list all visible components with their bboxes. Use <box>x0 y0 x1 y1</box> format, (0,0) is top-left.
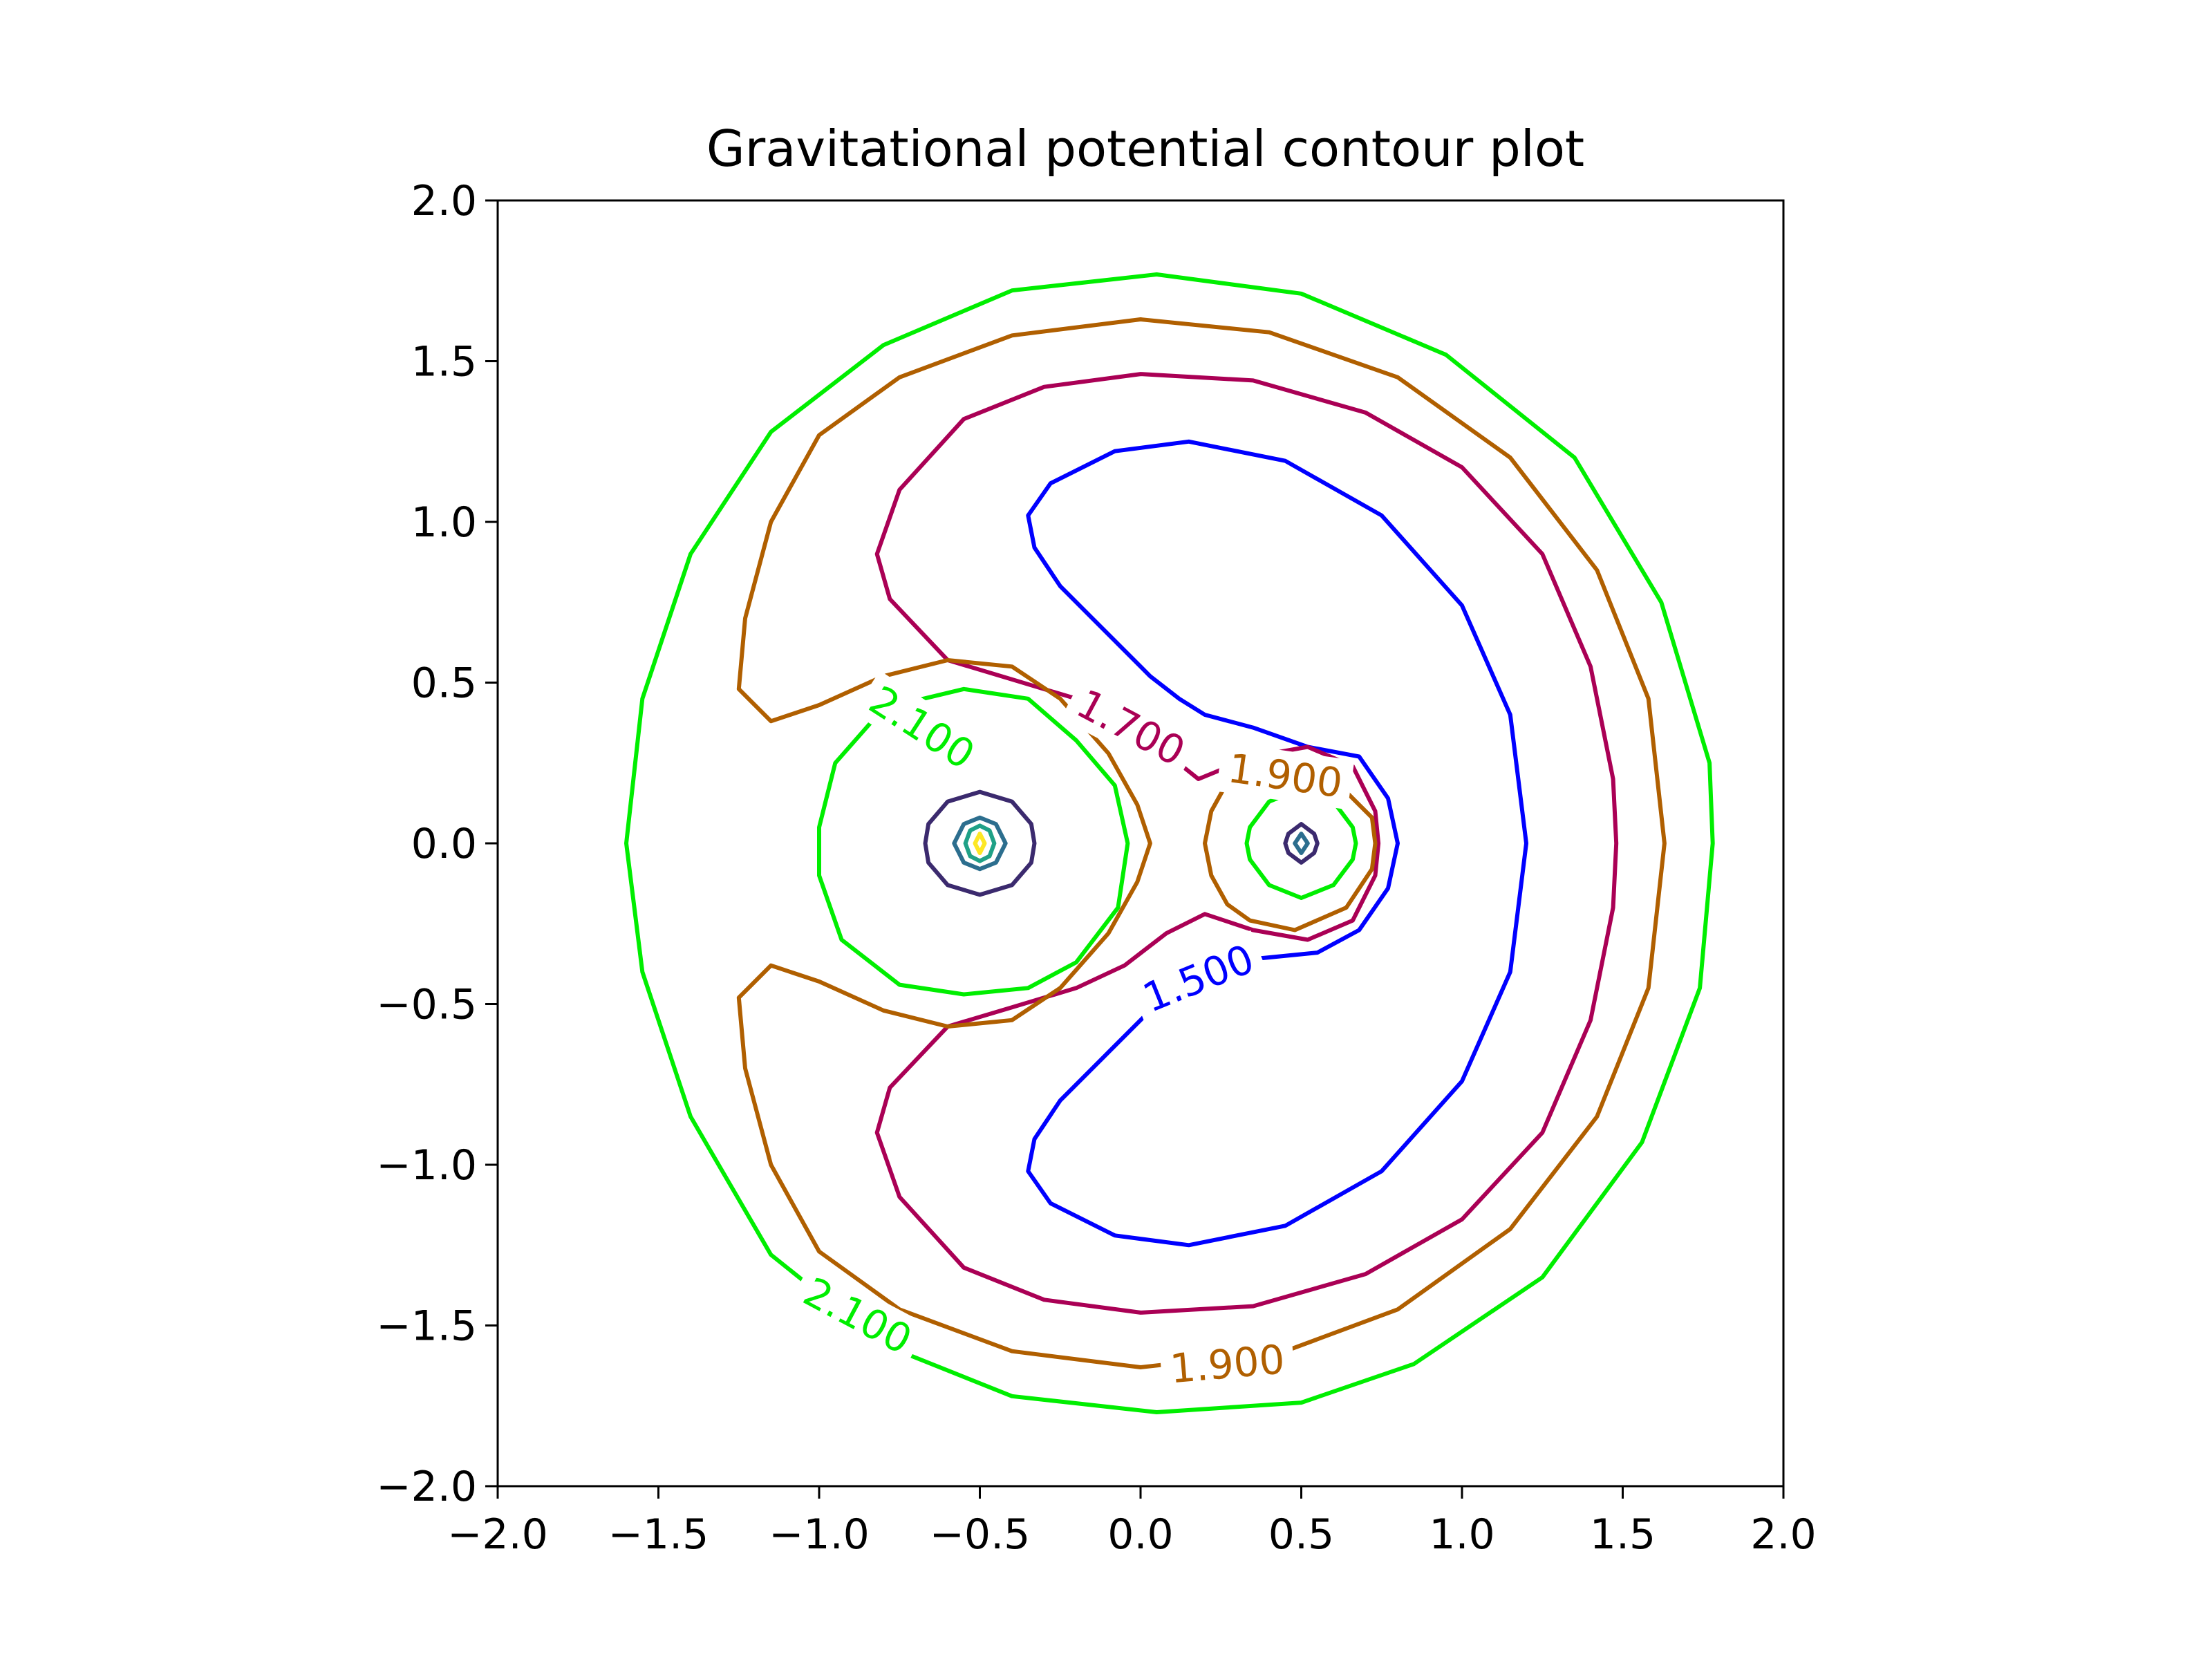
x-tick-label: 0.5 <box>1268 1510 1334 1559</box>
contour-line-level-2_1-2 <box>624 272 1715 1414</box>
y-tick-label: −2.0 <box>376 1463 477 1511</box>
y-axis: 2.0 1.5 1.0 0.5 0.0 −0.5 −1.0 −1.5 −2.0 <box>376 177 498 1511</box>
x-tick-label: −1.0 <box>769 1510 870 1559</box>
contour-label-knockout <box>1216 742 1355 810</box>
contour-line-level-1_9-1 <box>736 317 1667 1369</box>
contour-line-level-2_5-0 <box>923 789 1037 897</box>
y-tick-label: 0.5 <box>411 659 477 708</box>
contour-label-knockout <box>852 671 991 785</box>
contour-line-level-2_5-1 <box>1283 822 1320 865</box>
contour-lines <box>624 272 1715 1414</box>
y-tick-label: −1.0 <box>376 1141 477 1190</box>
x-tick-label: −1.5 <box>608 1510 709 1559</box>
contour-label-group: 1.900 <box>1159 1333 1296 1395</box>
x-tick-label: 1.0 <box>1429 1510 1494 1559</box>
x-tick-label: −2.0 <box>447 1510 548 1559</box>
contour-label-knockout <box>1060 674 1201 781</box>
y-tick-label: −0.5 <box>376 981 477 1029</box>
contour-line-level-1_7-0 <box>874 372 1619 1315</box>
chart-title: Gravitational potential contour plot <box>706 120 1584 178</box>
contour-line-level-2_1-1 <box>817 686 1130 997</box>
x-tick-label: 2.0 <box>1750 1510 1816 1559</box>
contour-line-level-6-0 <box>973 832 987 855</box>
x-tick-label: 1.5 <box>1590 1510 1656 1559</box>
contour-label-knockout <box>787 1262 928 1369</box>
y-tick-label: 0.0 <box>411 820 477 868</box>
contour-line-level-4-0 <box>963 823 997 863</box>
contour-line-level-3-0 <box>952 815 1008 872</box>
y-tick-label: 1.0 <box>411 498 477 547</box>
contour-line-level-1_5-0 <box>1026 439 1528 1248</box>
x-tick-label: −0.5 <box>930 1510 1031 1559</box>
contour-line-level-3-1 <box>1293 832 1310 855</box>
y-tick-label: −1.5 <box>376 1302 477 1351</box>
contour-label: 1.900 <box>1168 1335 1286 1392</box>
contour-label-knockout <box>1127 930 1270 1027</box>
y-tick-label: 2.0 <box>411 177 477 225</box>
contour-label-knockout <box>1159 1333 1296 1395</box>
y-tick-label: 1.5 <box>411 338 477 386</box>
x-axis: −2.0 −1.5 −1.0 −0.5 0.0 0.5 1.0 1.5 2.0 <box>447 1486 1817 1559</box>
x-tick-label: 0.0 <box>1107 1510 1173 1559</box>
